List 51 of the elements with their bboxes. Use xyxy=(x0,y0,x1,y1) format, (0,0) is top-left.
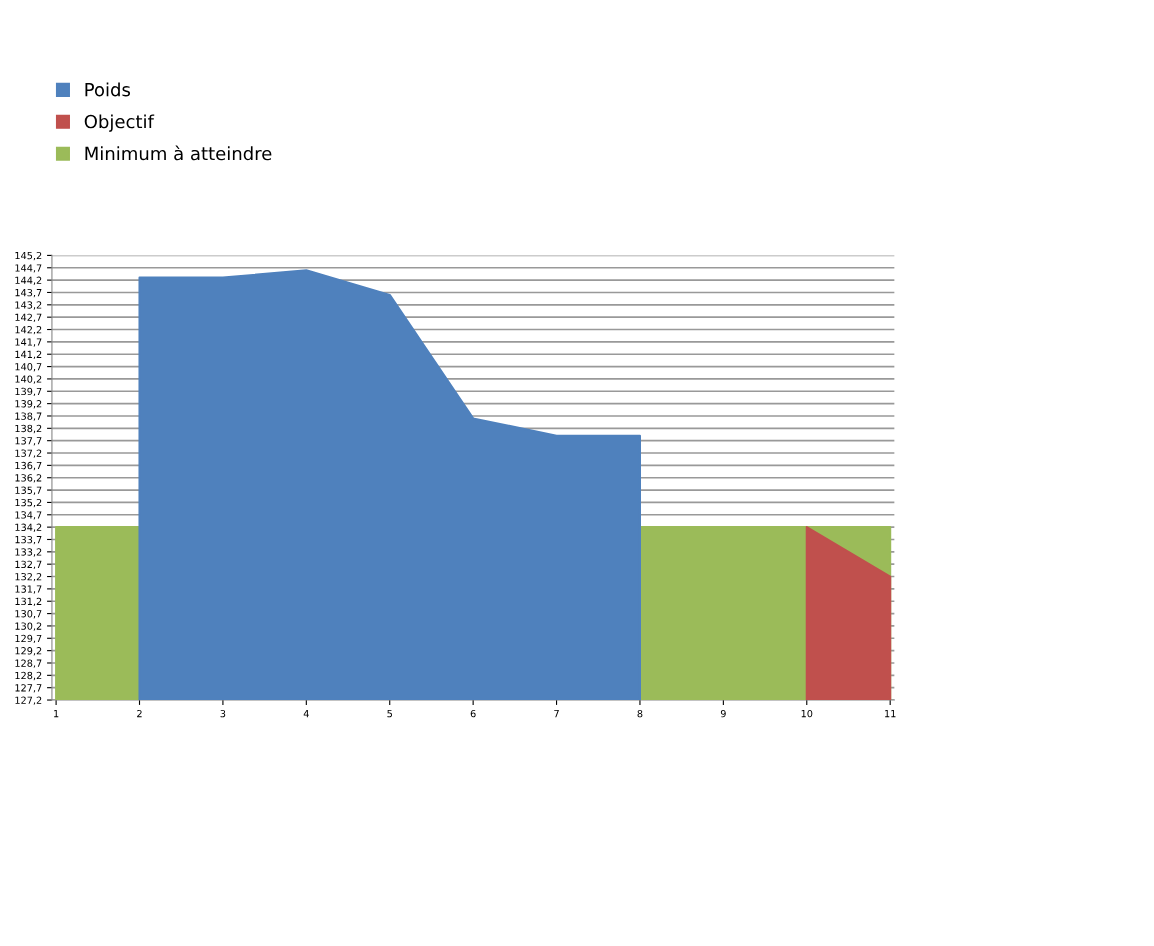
y-tick-label: 140,7 xyxy=(15,363,42,372)
y-tick-label: 133,7 xyxy=(15,535,42,545)
y-tick-label: 135,2 xyxy=(15,498,42,508)
x-tick-label: 8 xyxy=(637,709,643,718)
y-tick-label: 132,7 xyxy=(15,560,42,570)
y-tick-label: 140,2 xyxy=(15,375,42,384)
y-tick-label: 130,2 xyxy=(15,622,42,631)
x-tick-label: 3 xyxy=(220,709,226,718)
y-tick-label: 134,7 xyxy=(15,511,42,520)
x-tick-label: 1 xyxy=(54,710,59,718)
y-tick-label: 136,7 xyxy=(15,461,42,471)
y-tick-label: 143,7 xyxy=(15,288,42,298)
y-tick-label: 129,2 xyxy=(15,647,42,656)
y-tick-label: 137,2 xyxy=(15,449,42,458)
y-tick-label: 127,7 xyxy=(15,684,42,693)
y-tick-label: 133,2 xyxy=(15,548,42,557)
y-tick-label: 134,2 xyxy=(15,523,42,532)
y-tick-label: 138,2 xyxy=(15,424,42,434)
y-tick-label: 129,7 xyxy=(15,634,42,644)
x-tick-label: 2 xyxy=(137,709,142,718)
y-tick-label: 127,2 xyxy=(15,696,42,705)
y-tick-label: 144,7 xyxy=(15,264,42,273)
y-tick-label: 131,2 xyxy=(15,597,42,607)
x-tick-label: 11 xyxy=(885,710,896,718)
y-tick-label: 145,2 xyxy=(15,251,42,261)
x-tick-label: 5 xyxy=(387,710,392,718)
y-tick-label: 131,7 xyxy=(15,585,42,594)
y-tick-label: 130,7 xyxy=(15,610,42,619)
y-tick-label: 128,2 xyxy=(15,671,42,681)
y-tick-label: 144,2 xyxy=(15,276,42,285)
y-tick-label: 132,2 xyxy=(15,573,42,582)
y-tick-label: 141,7 xyxy=(15,338,42,347)
y-tick-label: 139,7 xyxy=(15,387,42,397)
x-tick-label: 10 xyxy=(801,709,813,718)
y-tick-label: 143,2 xyxy=(15,301,42,310)
y-tick-label: 135,7 xyxy=(15,486,42,495)
x-tick-label: 4 xyxy=(303,710,309,718)
legend-label: Poids xyxy=(85,82,131,97)
y-tick-label: 142,7 xyxy=(15,313,42,322)
legend-label: Minimum à atteindre xyxy=(85,145,272,161)
y-tick-label: 142,2 xyxy=(15,326,42,335)
x-tick-label: 6 xyxy=(470,709,476,718)
y-tick-label: 136,2 xyxy=(15,474,42,483)
y-tick-label: 141,2 xyxy=(15,350,42,360)
x-tick-label: 9 xyxy=(720,709,726,718)
y-tick-label: 138,7 xyxy=(15,412,42,421)
legend-label: Objectif xyxy=(84,114,155,132)
y-tick-label: 128,7 xyxy=(15,659,42,668)
y-tick-label: 139,2 xyxy=(15,400,42,409)
x-tick-label: 7 xyxy=(554,710,559,718)
y-tick-label: 137,7 xyxy=(15,437,42,446)
